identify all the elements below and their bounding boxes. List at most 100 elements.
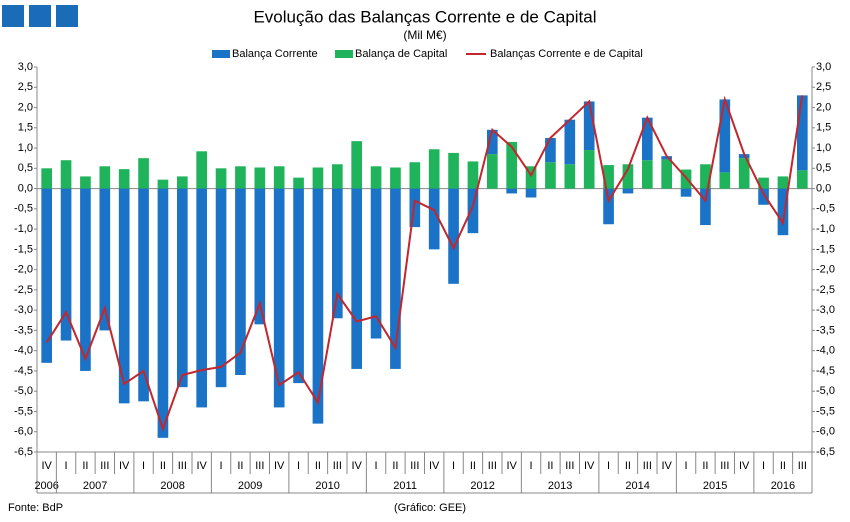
bar bbox=[525, 166, 537, 189]
y2-tick-label: -3,5 bbox=[816, 324, 835, 336]
bar bbox=[641, 117, 653, 161]
x-tick-label: IV bbox=[661, 460, 672, 472]
x-tick-label: III bbox=[720, 460, 729, 472]
bar bbox=[603, 188, 614, 225]
y-tick-label: 3,0 bbox=[18, 61, 33, 73]
legend-swatch bbox=[212, 50, 230, 58]
x-tick-label: I bbox=[762, 460, 765, 472]
bar bbox=[215, 168, 227, 189]
logo-square bbox=[2, 5, 24, 27]
bar bbox=[641, 160, 653, 189]
bar bbox=[506, 188, 518, 194]
bar bbox=[312, 167, 324, 189]
y-tick-label: -2,0 bbox=[14, 264, 33, 276]
bar bbox=[176, 176, 188, 189]
bar bbox=[138, 158, 149, 189]
bar bbox=[273, 166, 285, 189]
y2-tick-label: 2,0 bbox=[816, 101, 831, 113]
bar bbox=[622, 164, 634, 189]
bar bbox=[351, 188, 363, 369]
bar bbox=[719, 172, 731, 189]
y2-tick-label: 3,0 bbox=[816, 61, 831, 73]
bar bbox=[196, 188, 208, 408]
y2-tick-label: -5,5 bbox=[816, 405, 835, 417]
bar bbox=[564, 164, 576, 189]
y2-tick-label: 0,0 bbox=[816, 182, 831, 194]
bar bbox=[661, 156, 673, 160]
y2-tick-label: -4,5 bbox=[816, 365, 835, 377]
x-tick-label: III bbox=[410, 460, 419, 472]
x-tick-label: I bbox=[375, 460, 378, 472]
y-tick-label: -4,5 bbox=[14, 365, 33, 377]
y2-tick-label: -4,0 bbox=[816, 345, 835, 357]
y-tick-label: 1,0 bbox=[18, 142, 33, 154]
x-tick-label: II bbox=[702, 460, 708, 472]
year-label: 2011 bbox=[393, 480, 417, 492]
bar bbox=[80, 188, 91, 371]
x-tick-label: IV bbox=[739, 460, 750, 472]
x-tick-label: II bbox=[470, 460, 476, 472]
bar bbox=[680, 188, 692, 197]
bar bbox=[312, 188, 324, 424]
x-tick-label: IV bbox=[274, 460, 285, 472]
year-label: 2014 bbox=[625, 480, 649, 492]
y2-tick-label: 1,5 bbox=[816, 122, 831, 134]
x-tick-label: I bbox=[220, 460, 223, 472]
x-tick-label: I bbox=[452, 460, 455, 472]
y2-tick-label: -1,5 bbox=[816, 243, 835, 255]
legend-swatch bbox=[335, 50, 353, 58]
x-tick-label: III bbox=[643, 460, 652, 472]
bar bbox=[138, 188, 149, 402]
x-tick-label: III bbox=[255, 460, 264, 472]
y-tick-label: 2,5 bbox=[18, 81, 33, 93]
x-tick-label: II bbox=[237, 460, 243, 472]
x-tick-label: I bbox=[607, 460, 610, 472]
x-tick-label: II bbox=[547, 460, 553, 472]
bar bbox=[254, 167, 266, 189]
x-tick-label: I bbox=[142, 460, 145, 472]
bar bbox=[215, 188, 227, 388]
y-tick-label: -1,0 bbox=[14, 223, 33, 235]
bar bbox=[331, 188, 343, 319]
y-tick-label: -6,5 bbox=[14, 446, 33, 458]
year-label: 2008 bbox=[160, 480, 184, 492]
y2-tick-label: -1,0 bbox=[816, 223, 835, 235]
bar bbox=[390, 167, 401, 189]
y2-tick-label: -0,5 bbox=[816, 203, 835, 215]
year-label: 2006 bbox=[34, 480, 58, 492]
line-series bbox=[45, 95, 804, 432]
x-tick-label: I bbox=[530, 460, 533, 472]
x-tick-label: II bbox=[160, 460, 166, 472]
year-label: 2009 bbox=[238, 480, 262, 492]
bar bbox=[80, 176, 91, 189]
bar bbox=[661, 159, 673, 189]
bar bbox=[583, 101, 595, 151]
x-tick-label: I bbox=[685, 460, 688, 472]
y2-tick-label: -6,0 bbox=[816, 426, 835, 438]
chart-subtitle: (Mil M€) bbox=[403, 28, 446, 42]
bar bbox=[448, 188, 459, 284]
bar bbox=[390, 188, 401, 369]
bar bbox=[409, 162, 421, 189]
year-label: 2016 bbox=[771, 480, 795, 492]
x-tick-label: II bbox=[625, 460, 631, 472]
x-tick-label: IV bbox=[429, 460, 440, 472]
bar bbox=[370, 188, 382, 339]
bar bbox=[758, 188, 769, 205]
x-tick-label: III bbox=[100, 460, 109, 472]
logo-square bbox=[56, 5, 78, 27]
y-tick-label: 0,0 bbox=[18, 182, 33, 194]
y-tick-label: -1,5 bbox=[14, 243, 33, 255]
bar bbox=[448, 152, 459, 189]
bar bbox=[467, 188, 479, 234]
bar bbox=[428, 188, 440, 250]
chart-title: Evolução das Balanças Corrente e de Capi… bbox=[253, 7, 596, 26]
bar bbox=[545, 162, 556, 189]
y-tick-label: -2,5 bbox=[14, 284, 33, 296]
y-tick-label: 1,5 bbox=[18, 122, 33, 134]
bar bbox=[545, 137, 556, 163]
bar bbox=[60, 160, 72, 189]
y-tick-label: -5,5 bbox=[14, 405, 33, 417]
y-tick-label: -3,5 bbox=[14, 324, 33, 336]
